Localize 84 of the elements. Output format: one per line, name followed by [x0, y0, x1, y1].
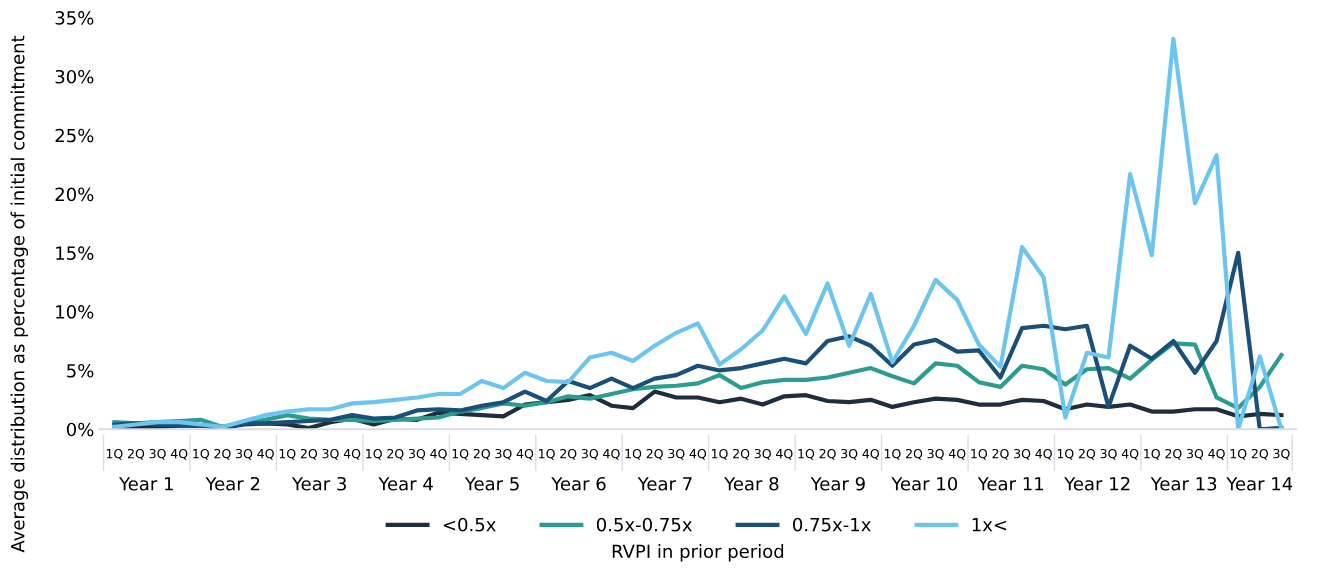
x-tick-label: 1Q	[625, 448, 642, 460]
x-tick-label: 3Q	[236, 448, 253, 460]
text: Year 9	[810, 476, 865, 491]
x-tick-label: 2Q	[992, 448, 1009, 460]
x-tick-label: 2Q	[733, 448, 750, 460]
text: Year 6	[551, 476, 606, 491]
x-tick-label: 3Q	[149, 448, 166, 460]
line-series	[112, 36, 1284, 430]
x-tick-label: 3Q	[754, 448, 771, 460]
y-tick-label: 30%	[55, 69, 94, 84]
x-tick-label: 2Q	[387, 448, 404, 460]
y-tick-label: 5%	[67, 363, 94, 378]
x-tick-label: 2Q	[300, 448, 318, 460]
x-tick-label: 3Q	[322, 448, 339, 460]
x-tick-label: 2Q	[1251, 448, 1268, 460]
y-tick-label: 20%	[55, 187, 94, 202]
x-tick-label: 2Q	[906, 448, 923, 460]
text: Year 2	[205, 476, 260, 491]
legend-label: <0.5x	[443, 517, 496, 532]
text: Year 7	[637, 477, 692, 491]
text: Year 4	[378, 477, 433, 491]
x-tick-label: 1Q	[798, 448, 815, 460]
text: Year 8	[724, 476, 779, 491]
text: Year 14	[1226, 477, 1293, 491]
y-tick-label: 0%	[66, 422, 94, 437]
x-tick-label: 4Q	[948, 448, 966, 460]
x-tick-label: 3Q	[1187, 448, 1204, 460]
x-tick-label: 2Q	[819, 448, 836, 460]
x-tick-label: 3Q	[927, 448, 944, 460]
x-tick-label: 2Q	[560, 448, 577, 460]
legend-label: 0.75x-1x	[793, 517, 871, 532]
legend-label: 1x<	[972, 518, 1007, 532]
x-tick-label: 2Q	[1165, 448, 1182, 460]
x-tick-label: 1Q	[366, 448, 382, 460]
x-tick-label: 3Q	[495, 448, 512, 460]
x-tick-label: 4Q	[1121, 448, 1139, 460]
x-tick-label: 3Q	[1014, 448, 1031, 460]
x-tick-label: 4Q	[776, 448, 793, 460]
x-tick-label: 4Q	[1035, 448, 1052, 460]
x-tick-label: 3Q	[1273, 448, 1290, 460]
x-tick-label: 2Q	[473, 448, 490, 460]
x-tick-label: 4Q	[689, 448, 707, 460]
x-tick-label: 1Q	[711, 448, 728, 460]
y-tick-label: 25%	[55, 128, 94, 143]
x-tick-label: 3Q	[668, 448, 685, 460]
x-tick-label: 1Q	[193, 448, 209, 460]
text: Year 10	[891, 476, 958, 491]
text: Year 3	[291, 476, 346, 491]
legend-label: 0.5x-0.75x	[596, 517, 692, 532]
x-tick-label: 3Q	[408, 448, 426, 460]
x-tick-label: 4Q	[862, 448, 879, 460]
x-tick-label: 1Q	[884, 448, 901, 460]
x-tick-label: 2Q	[1078, 448, 1096, 460]
x-tick-label: 1Q	[539, 448, 555, 460]
y-tick-label: 35%	[55, 11, 94, 25]
y-tick-label: 10%	[56, 305, 94, 319]
x-tick-label: 3Q	[841, 448, 858, 460]
text: Year 1	[119, 477, 173, 491]
x-tick-label: 1Q	[1230, 448, 1247, 460]
x-tick-label: 2Q	[214, 448, 231, 460]
x-tick-label: 4Q	[516, 448, 534, 460]
y-tick-label: 15%	[56, 246, 94, 260]
text: Year 11	[977, 477, 1044, 491]
x-tick-label: 1Q	[971, 448, 988, 460]
x-tick-label: 4Q	[170, 448, 188, 460]
x-tick-label: 1Q	[1144, 448, 1160, 460]
x-tick-label: 1Q	[1057, 448, 1074, 460]
text: Year 13	[1150, 476, 1217, 491]
x-tick-label: 4Q	[603, 448, 620, 460]
x-tick-label: 4Q	[1208, 448, 1225, 460]
x-tick-label: 1Q	[106, 448, 123, 460]
x-tick-label: 2Q	[127, 448, 145, 460]
x-tick-label: 1Q	[279, 448, 296, 460]
text: Year 5	[464, 477, 519, 491]
x-tick-label: 3Q	[1100, 448, 1117, 460]
x-tick-label: 4Q	[257, 448, 274, 460]
y-axis-title: Average distribution as percentage of initial commitment	[10, 35, 29, 553]
x-tick-label: 3Q	[581, 448, 599, 460]
x-tick-label: 4Q	[430, 448, 447, 460]
x-tick-label: 1Q	[452, 448, 469, 460]
x-axis-title: RVPI in prior period	[612, 544, 784, 562]
text: Year 12	[1064, 476, 1130, 491]
x-tick-label: 4Q	[343, 448, 361, 460]
x-tick-label: 2Q	[646, 448, 663, 460]
